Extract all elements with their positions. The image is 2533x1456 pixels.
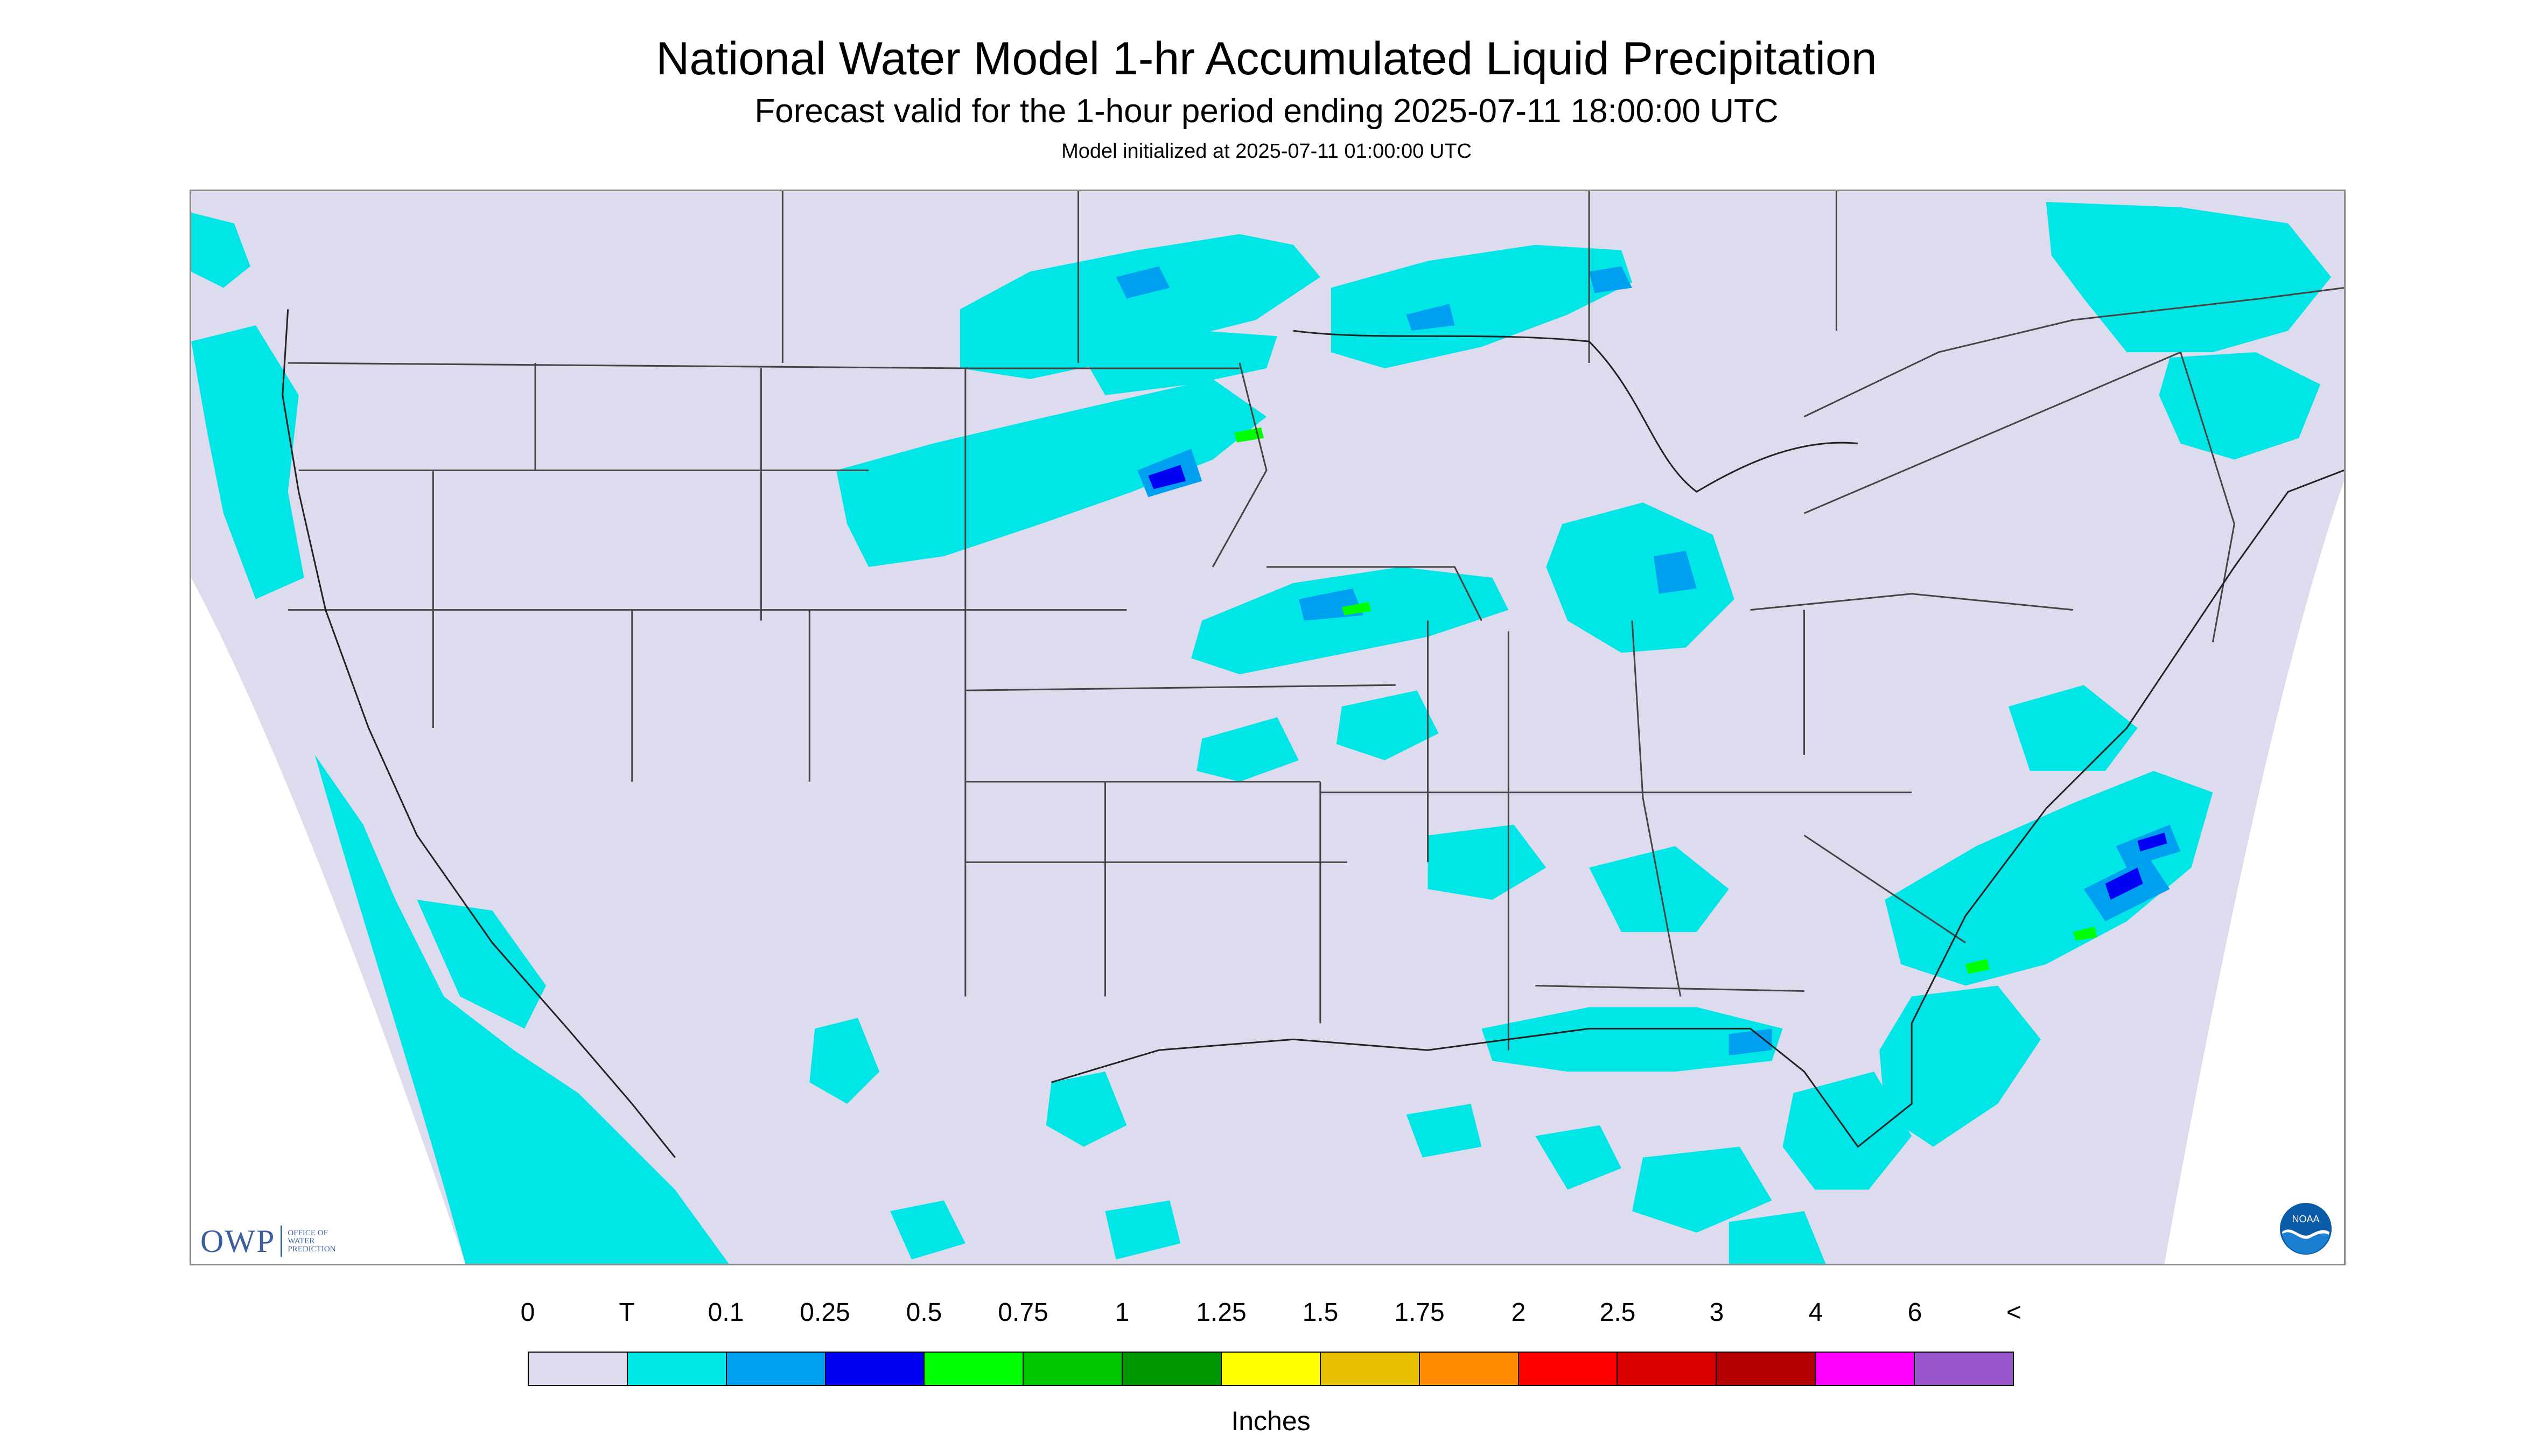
- owp-mark: OWP: [200, 1223, 276, 1259]
- legend-tick-label: 0.25: [800, 1298, 850, 1327]
- legend-swatch: [1816, 1353, 1915, 1385]
- legend-swatch: [925, 1353, 1024, 1385]
- legend-swatch: [529, 1353, 628, 1385]
- noaa-text: NOAA: [2292, 1214, 2319, 1224]
- owp-divider: [281, 1226, 283, 1257]
- legend-tick-label: 3: [1709, 1298, 1724, 1327]
- legend-tick-label: 6: [1907, 1298, 1922, 1327]
- coastline: [282, 309, 2344, 1158]
- legend-swatch: [1618, 1353, 1717, 1385]
- owp-logo: OWP OFFICE OF WATER PREDICTION: [200, 1222, 336, 1260]
- legend-swatch: [1915, 1353, 2013, 1385]
- legend-swatch: [1024, 1353, 1123, 1385]
- legend-units: Inches: [1231, 1406, 1311, 1436]
- legend-swatch: [1717, 1353, 1816, 1385]
- legend-swatch: [1320, 1353, 1420, 1385]
- noaa-logo: NOAA: [2280, 1203, 2332, 1255]
- map-subtitle: Forecast valid for the 1-hour period end…: [754, 93, 1779, 130]
- precip-legend: 0 T 0.1 0.25 0.5 0.75 1 1.25 1.5 1.75 2 2.5 3 4 6 < Inc…: [521, 1298, 2021, 1438]
- legend-tick-label: 0.75: [998, 1298, 1048, 1327]
- precip-heavy-areas: [1148, 465, 2167, 900]
- legend-tick-label: T: [619, 1298, 635, 1327]
- legend-swatch: [1519, 1353, 1618, 1385]
- legend-tick-label: 0.1: [708, 1298, 744, 1327]
- precipitation-map: [191, 191, 2344, 1264]
- legend-tick-label: 0.5: [906, 1298, 942, 1327]
- state-boundaries: [288, 191, 2344, 1051]
- legend-tick-label: 2.5: [1599, 1298, 1636, 1327]
- legend-swatch: [726, 1353, 826, 1385]
- model-init-text: Model initialized at 2025-07-11 01:00:00…: [1061, 140, 1472, 163]
- legend-tick-label: 1: [1115, 1298, 1130, 1327]
- legend-swatch: [1222, 1353, 1321, 1385]
- map-title: National Water Model 1-hr Accumulated Li…: [656, 33, 1877, 85]
- legend-swatch: [1123, 1353, 1222, 1385]
- legend-tick-label: 1.75: [1394, 1298, 1445, 1327]
- legend-colorbar: [528, 1352, 2014, 1386]
- legend-tick-label: 1.25: [1196, 1298, 1247, 1327]
- legend-swatch: [825, 1353, 925, 1385]
- legend-swatch: [627, 1353, 727, 1385]
- legend-tick-label: <: [2006, 1298, 2022, 1327]
- owp-text: OFFICE OF WATER PREDICTION: [288, 1228, 336, 1254]
- legend-swatch: [1419, 1353, 1519, 1385]
- legend-tick-label: 4: [1808, 1298, 1823, 1327]
- legend-tick-label: 1.5: [1302, 1298, 1339, 1327]
- legend-tick-label: 2: [1511, 1298, 1526, 1327]
- legend-tick-label: 0: [520, 1298, 535, 1327]
- map-frame: [190, 190, 2346, 1265]
